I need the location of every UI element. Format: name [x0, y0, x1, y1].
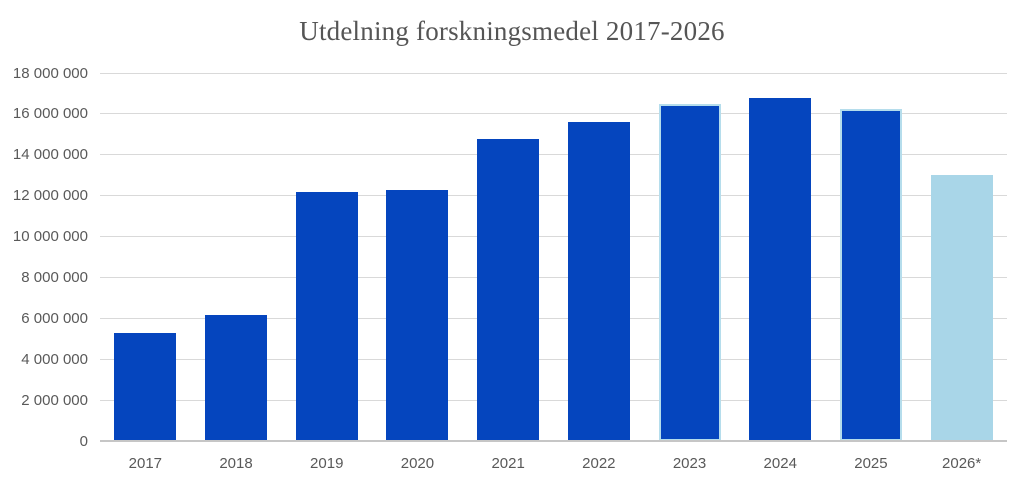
chart-title: Utdelning forskningsmedel 2017-2026 — [299, 16, 725, 46]
bar-2020[interactable] — [386, 189, 449, 441]
y-gridline — [100, 154, 1007, 156]
y-axis-tick-label: 10 000 000 — [12, 228, 88, 246]
bar-2019[interactable] — [295, 191, 358, 441]
y-gridline — [100, 113, 1007, 115]
y-axis-tick-label: 0 — [79, 432, 88, 450]
x-axis-tick-label: 2019 — [310, 455, 344, 472]
y-axis-tick-label: 8 000 000 — [21, 268, 88, 286]
y-axis-tick-label: 16 000 000 — [12, 105, 88, 123]
bar-2025[interactable] — [839, 108, 902, 441]
y-axis-tick-label: 6 000 000 — [21, 309, 88, 327]
y-gridline — [100, 358, 1007, 360]
bar-2024[interactable] — [749, 97, 812, 441]
x-axis-tick-label: 2024 — [763, 455, 797, 472]
y-gridline — [100, 276, 1007, 278]
y-axis-tick-label: 2 000 000 — [21, 391, 88, 409]
y-axis-tick-label: 14 000 000 — [12, 146, 88, 164]
x-axis-tick-label: 2026* — [942, 455, 982, 472]
y-axis-tick-label: 12 000 000 — [12, 187, 88, 205]
x-axis-tick-label: 2025 — [854, 455, 888, 472]
y-gridline — [100, 72, 1007, 74]
bar-2022[interactable] — [567, 122, 630, 441]
y-gridline — [100, 399, 1007, 401]
x-axis-tick-label: 2021 — [491, 455, 525, 472]
bar-2018[interactable] — [205, 315, 268, 441]
bar-2026[interactable] — [930, 175, 993, 441]
y-gridline — [100, 317, 1007, 319]
x-axis-line — [100, 440, 1007, 442]
x-axis-tick-label: 2022 — [582, 455, 616, 472]
bar-2017[interactable] — [114, 332, 177, 441]
y-axis-tick-label: 18 000 000 — [12, 64, 88, 82]
y-gridline — [100, 236, 1007, 238]
y-axis-tick-label: 4 000 000 — [21, 350, 88, 368]
x-axis-tick-label: 2020 — [400, 455, 435, 472]
x-axis-tick-label: 2018 — [219, 455, 253, 472]
bar-2021[interactable] — [477, 139, 540, 441]
x-axis-tick-label: 2023 — [672, 455, 707, 472]
x-axis-tick-label: 2017 — [128, 455, 163, 472]
y-gridline — [100, 195, 1007, 197]
bar-2023[interactable] — [658, 103, 721, 441]
